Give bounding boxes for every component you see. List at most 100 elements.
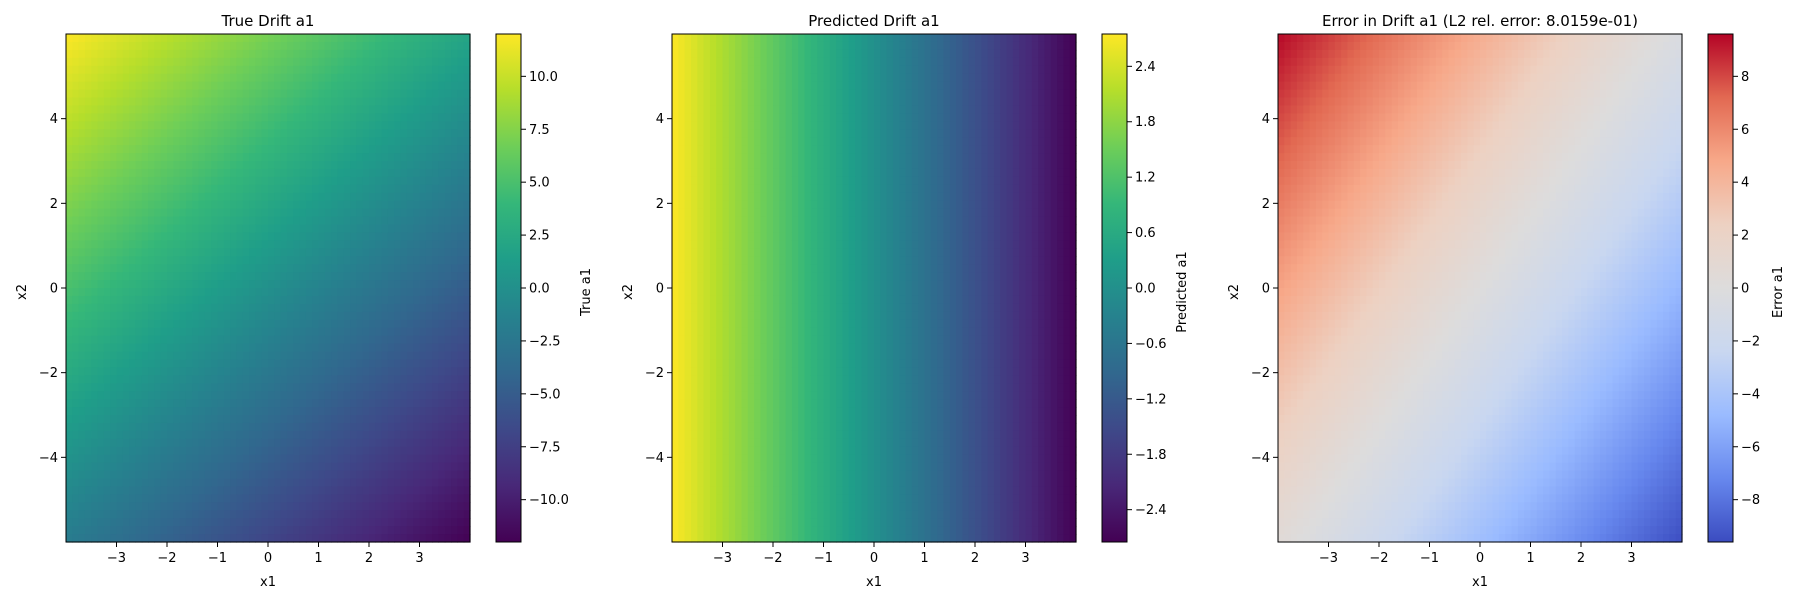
heatmap-cell — [173, 65, 181, 75]
heatmap-cell — [324, 430, 332, 440]
heatmap-cell — [375, 383, 383, 392]
heatmap-cell — [1044, 105, 1052, 114]
heatmap-cell — [375, 534, 383, 543]
heatmap-cell — [110, 502, 118, 511]
heatmap-cell — [84, 295, 92, 305]
heatmap-cell — [684, 113, 692, 122]
heatmap-cell — [236, 399, 244, 408]
heatmap-cell — [406, 280, 414, 289]
heatmap-cell — [78, 105, 86, 114]
heatmap-cell — [709, 73, 717, 83]
heatmap-cell — [129, 264, 137, 273]
heatmap-cell — [823, 65, 831, 75]
heatmap-cell — [362, 57, 370, 67]
heatmap-cell — [236, 256, 244, 265]
heatmap-cell — [223, 200, 231, 210]
heatmap-cell — [78, 137, 86, 146]
heatmap-cell — [122, 518, 130, 527]
heatmap-cell — [892, 113, 900, 122]
heatmap-cell — [66, 280, 73, 289]
heatmap-cell — [747, 57, 755, 67]
heatmap-cell — [400, 486, 408, 495]
heatmap-cell — [122, 486, 130, 495]
heatmap-cell — [892, 57, 900, 67]
heatmap-cell — [223, 168, 231, 178]
heatmap-cell — [255, 161, 263, 170]
heatmap-cell — [375, 295, 383, 305]
heatmap-cell — [230, 526, 238, 535]
heatmap-cell — [223, 486, 231, 495]
heatmap-cell — [299, 137, 307, 146]
heatmap-cell — [375, 232, 383, 241]
heatmap-cell — [78, 113, 86, 122]
heatmap-cell — [337, 359, 345, 368]
heatmap-cell — [148, 105, 155, 114]
heatmap-cell — [381, 65, 389, 75]
heatmap-cell — [413, 224, 421, 234]
heatmap-cell — [331, 502, 339, 511]
heatmap-cell — [419, 200, 427, 210]
heatmap-cell — [236, 200, 244, 210]
heatmap-cell — [167, 41, 174, 51]
heatmap-cell — [135, 375, 143, 384]
heatmap-cell — [242, 272, 250, 281]
heatmap-cell — [299, 295, 307, 305]
heatmap-cell — [179, 319, 187, 329]
heatmap-cell — [905, 97, 913, 107]
heatmap-cell — [343, 367, 351, 376]
heatmap-cell — [173, 486, 181, 495]
heatmap-cell — [299, 288, 307, 297]
heatmap-cell — [129, 351, 137, 361]
heatmap-cell — [413, 288, 421, 297]
heatmap-cell — [179, 462, 187, 472]
heatmap-cell — [192, 454, 200, 464]
heatmap-cell — [299, 256, 307, 265]
heatmap-cell — [135, 200, 143, 210]
heatmap-cell — [760, 89, 768, 99]
heatmap-cell — [129, 303, 137, 313]
heatmap-cell — [72, 415, 80, 424]
heatmap-cell — [324, 327, 332, 337]
heatmap-cell — [97, 240, 105, 249]
heatmap-cell — [249, 208, 256, 218]
heatmap-cell — [375, 288, 383, 297]
heatmap-cell — [185, 145, 193, 154]
heatmap-cell — [387, 438, 395, 448]
heatmap-cell — [703, 105, 711, 114]
heatmap-cell — [1057, 121, 1064, 130]
heatmap-cell — [223, 41, 231, 51]
heatmap-cell — [274, 303, 282, 313]
heatmap-cell — [400, 438, 408, 448]
heatmap-cell — [261, 280, 269, 289]
heatmap-cell — [274, 526, 282, 535]
heatmap-cell — [318, 248, 326, 257]
heatmap-cell — [1006, 34, 1014, 43]
heatmap-cell — [129, 153, 137, 162]
heatmap-cell — [160, 470, 168, 480]
heatmap-cell — [261, 407, 269, 416]
heatmap-cell — [305, 208, 313, 218]
heatmap-cell — [299, 407, 307, 416]
heatmap-cell — [861, 121, 869, 130]
heatmap-cell — [286, 57, 294, 67]
heatmap-cell — [1025, 57, 1033, 67]
heatmap-cell — [1050, 81, 1058, 91]
heatmap-cell — [167, 248, 174, 257]
heatmap-cell — [185, 303, 193, 313]
heatmap-cell — [728, 129, 736, 138]
heatmap-cell — [419, 129, 427, 138]
heatmap-cell — [375, 34, 383, 43]
heatmap-cell — [362, 176, 370, 186]
heatmap-cell — [419, 454, 427, 464]
heatmap-cell — [356, 256, 364, 265]
heatmap-cell — [451, 256, 458, 265]
heatmap-cell — [223, 295, 231, 305]
heatmap-cell — [78, 200, 86, 210]
heatmap-cell — [274, 343, 282, 353]
heatmap-cell — [463, 34, 471, 43]
heatmap-cell — [154, 161, 162, 170]
heatmap-cell — [293, 311, 301, 321]
heatmap-cell — [110, 407, 118, 416]
heatmap-cell — [375, 41, 383, 51]
heatmap-cell — [444, 311, 452, 321]
